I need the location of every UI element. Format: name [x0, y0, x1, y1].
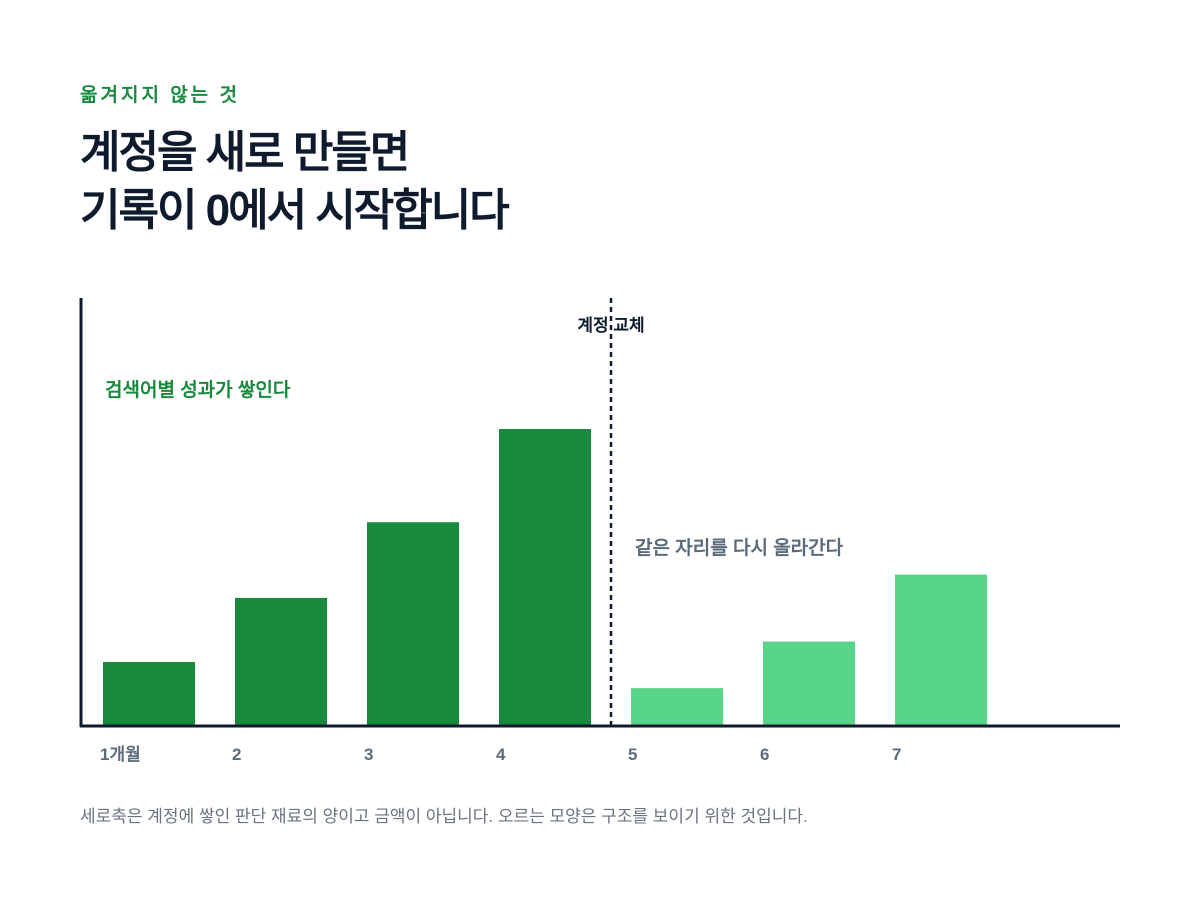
bar-7	[895, 574, 987, 726]
group-label-accumulate: 검색어별 성과가 쌓인다	[105, 379, 291, 401]
bar-2	[235, 597, 327, 726]
page-title: 계정을 새로 만들면 기록이 0에서 시작합니다	[80, 124, 510, 240]
bar-6	[763, 641, 855, 726]
x-tick-label-2: 2	[232, 745, 241, 764]
x-tick-label-1: 1개월	[100, 745, 141, 764]
title-line-1: 계정을 새로 만들면	[80, 128, 410, 177]
x-tick-label-5: 5	[628, 745, 637, 764]
eyebrow-label: 옮겨지지 않는 것	[80, 85, 240, 106]
bar-3	[367, 522, 459, 726]
title-line-2: 기록이 0에서 시작합니다	[80, 186, 510, 235]
bar-1	[103, 661, 195, 726]
bar-5	[631, 688, 723, 726]
x-tick-label-3: 3	[364, 745, 373, 764]
footnote: 세로축은 계정에 쌓인 판단 재료의 양이고 금액이 아닙니다. 오르는 모양은…	[80, 807, 808, 826]
x-tick-label-4: 4	[496, 745, 506, 764]
bar-4	[499, 429, 591, 726]
group-label-reclimb: 같은 자리를 다시 올라간다	[635, 537, 844, 559]
x-tick-label-6: 6	[760, 745, 769, 764]
x-tick-label-7: 7	[892, 745, 901, 764]
account-switch-label: 계정 교체	[577, 316, 644, 335]
